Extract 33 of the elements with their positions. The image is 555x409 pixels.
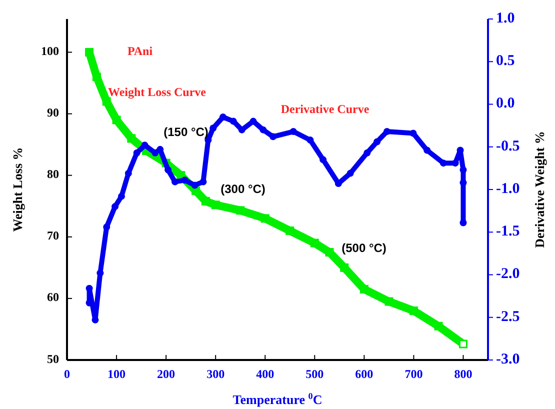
x-tick-label: 600 (355, 367, 374, 381)
annotation: PAni (127, 44, 154, 58)
x-tick-label: 700 (404, 367, 423, 381)
annotation: Derivative Curve (280, 102, 370, 116)
y-axis-title: Weight Loss % (10, 147, 25, 232)
y2-axis-title: Derivative Weight % (532, 131, 547, 248)
y2-tick-label: -3.0 (496, 351, 520, 368)
x-axis-title: Temperature $^{0}$C (232, 391, 322, 407)
y2-tick-label: -2.5 (496, 308, 520, 325)
annotation: (150 °C) (164, 125, 208, 140)
y2-tick-label: -1.5 (496, 224, 520, 240)
x-tick-label: 300 (206, 367, 225, 381)
x-tick-label: 500 (306, 367, 324, 381)
y2-tick-label: -0.5 (496, 138, 520, 154)
y-tick-label: 90 (47, 106, 59, 120)
y-tick-label: 70 (47, 228, 59, 243)
annotation: (300 °C) (220, 182, 266, 196)
y-tick-label: 50 (47, 352, 59, 366)
y2-tick-label: -2.0 (496, 266, 520, 282)
y2-tick-label: -1.0 (496, 180, 520, 197)
y2-tick-label: 1.0 (496, 10, 515, 26)
x-tick-label: 100 (108, 367, 126, 381)
x-tick-label: 400 (256, 367, 274, 381)
x-tick-label: 800 (454, 367, 472, 381)
annotation: (500 °C) (342, 241, 386, 256)
y2-tick-label: 0.5 (496, 53, 515, 70)
y-tick-label: 60 (47, 290, 59, 304)
x-tick-label: 0 (64, 367, 70, 381)
annotation: Weight Loss Curve (108, 84, 207, 99)
y2-tick-label: 0.0 (496, 96, 515, 112)
x-tick-label: 200 (157, 367, 176, 381)
y-tick-label: 80 (47, 167, 59, 182)
y-tick-label: 100 (41, 44, 59, 58)
